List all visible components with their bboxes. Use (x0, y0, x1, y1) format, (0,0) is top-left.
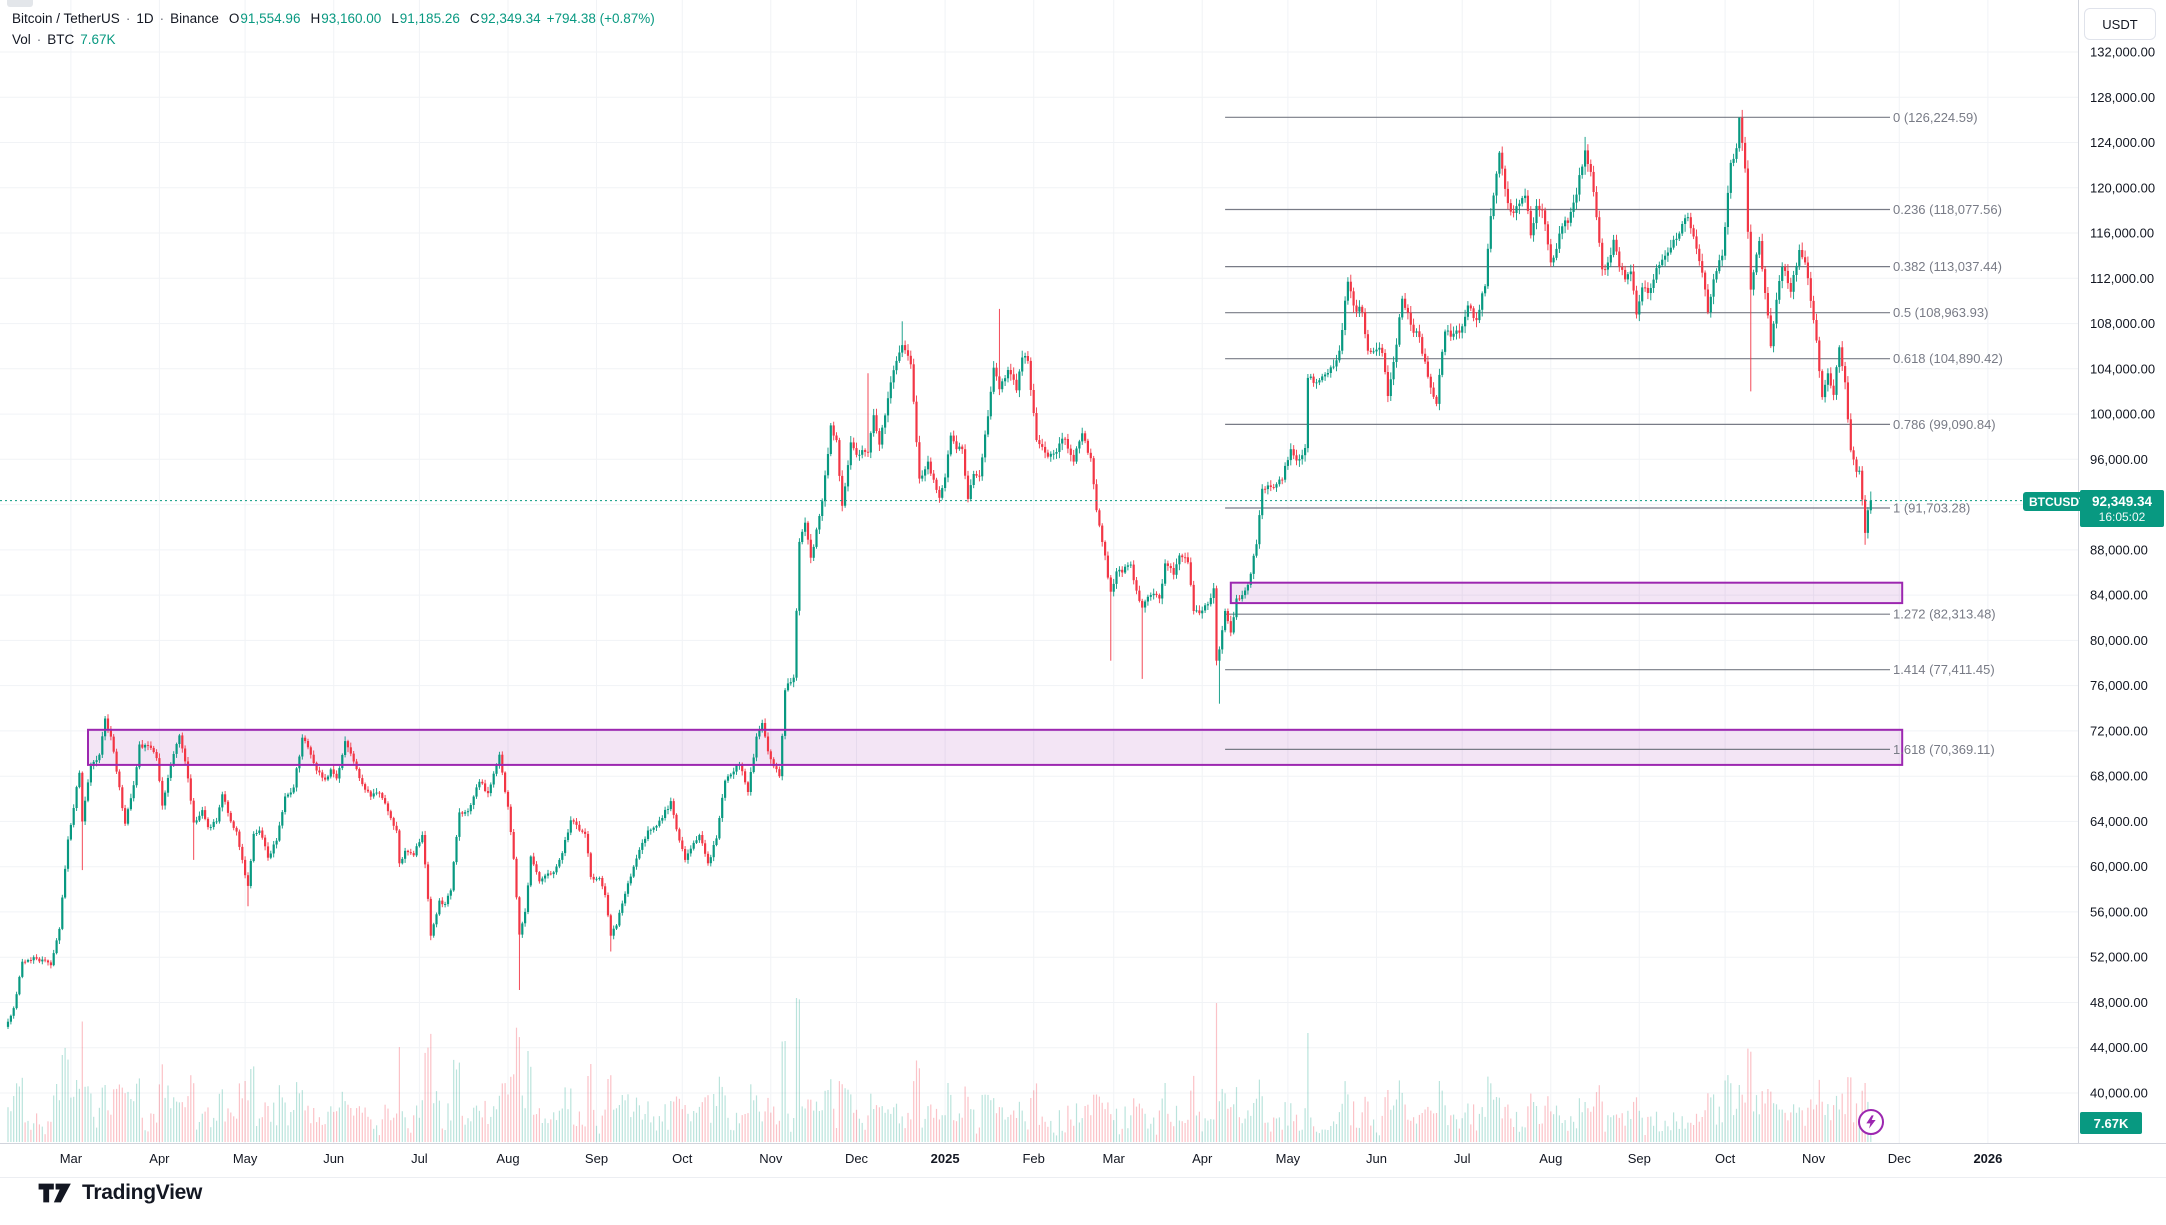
time-tick: Apr (149, 1151, 170, 1166)
fib-label: 0 (126,224.59) (1893, 110, 1978, 125)
price-tick: 128,000.00 (2090, 90, 2155, 105)
time-tick: Dec (1888, 1151, 1912, 1166)
candles-layer (6, 109, 1872, 1029)
fib-label: 1 (91,703.28) (1893, 501, 1970, 516)
fib-label: 0.236 (118,077.56) (1893, 202, 2002, 217)
symbol-row[interactable]: Bitcoin / TetherUS · 1D · Binance O 91,55… (12, 8, 655, 29)
time-tick: Jun (1366, 1151, 1387, 1166)
price-tick: 48,000.00 (2090, 995, 2148, 1010)
separator: · (36, 31, 42, 47)
time-tick: Dec (845, 1151, 869, 1166)
time-tick: Mar (60, 1151, 83, 1166)
last-price-axis-label: 92,349.34 16:05:02 (2080, 490, 2164, 527)
interval-label[interactable]: 1D (136, 10, 154, 26)
fib-label: 1.414 (77,411.45) (1893, 662, 1995, 677)
time-tick: Sep (1628, 1151, 1651, 1166)
time-tick: May (1276, 1151, 1301, 1166)
time-tick: May (233, 1151, 258, 1166)
bar-countdown: 16:05:02 (2098, 510, 2146, 524)
time-tick: Oct (1715, 1151, 1736, 1166)
price-tick: 64,000.00 (2090, 814, 2148, 829)
time-axis-labels[interactable]: Mar Apr May Jun Jul Aug Sep Oct Nov Dec 2025 Feb Mar… (60, 1151, 2003, 1166)
price-tick: 60,000.00 (2090, 859, 2148, 874)
exchange-label: Binance (170, 10, 219, 26)
price-tick: 120,000.00 (2090, 180, 2155, 195)
tradingview-logo-icon (38, 1183, 71, 1203)
vol-title: Vol (12, 31, 31, 47)
time-tick: 2026 (1973, 1151, 2002, 1166)
fib-label: 0.5 (108,963.93) (1893, 305, 1988, 320)
time-tick: Nov (759, 1151, 783, 1166)
vol-asset: BTC (47, 31, 75, 47)
price-tick: 72,000.00 (2090, 723, 2148, 738)
time-tick: Apr (1192, 1151, 1213, 1166)
currency-toggle-button[interactable]: USDT (2084, 8, 2156, 40)
ohlc-high: H 93,160.00 (310, 10, 382, 26)
supply-demand-zones-border[interactable] (87, 581, 1904, 766)
price-tick: 68,000.00 (2090, 769, 2148, 784)
toolbar-chip[interactable] (7, 0, 33, 7)
price-tick: 88,000.00 (2090, 542, 2148, 557)
time-tick: Aug (1539, 1151, 1562, 1166)
price-tick: 52,000.00 (2090, 950, 2148, 965)
tradingview-logo-text: TradingView (82, 1181, 203, 1204)
lightning-icon (1866, 1115, 1876, 1129)
time-tick: Jul (411, 1151, 428, 1166)
time-tick: Nov (1802, 1151, 1826, 1166)
price-tick: 104,000.00 (2090, 361, 2155, 376)
fib-label: 1.272 (82,313.48) (1893, 607, 1996, 622)
time-tick: Jun (323, 1151, 344, 1166)
time-tick: Sep (585, 1151, 608, 1166)
price-tick: 116,000.00 (2090, 226, 2154, 241)
ohlc-open: O 91,554.96 (228, 10, 301, 26)
separator: · (125, 10, 131, 26)
price-tick: 84,000.00 (2090, 588, 2148, 603)
change-label: +794.38 (+0.87%) (546, 10, 655, 26)
ohlc-close: C 92,349.34 (469, 10, 541, 26)
time-tick: Mar (1103, 1151, 1126, 1166)
price-tick: 132,000.00 (2090, 45, 2155, 60)
volume-axis-label: 7.67K (2080, 1112, 2142, 1134)
fib-label: 0.786 (99,090.84) (1893, 417, 1996, 432)
supply-demand-zone-84k (1230, 582, 1903, 604)
fib-retracement-labels: 0 (126,224.59) 0.236 (118,077.56) 0.382 (1… (1893, 110, 2003, 757)
price-tick: 108,000.00 (2090, 316, 2155, 331)
time-tick: 2025 (931, 1151, 960, 1166)
fib-label: 0.382 (113,037.44) (1893, 259, 2002, 274)
last-price-value: 92,349.34 (2091, 494, 2153, 509)
fib-retracement-lines[interactable] (1225, 116, 1890, 751)
fib-label: 0.618 (104,890.42) (1893, 351, 2003, 366)
volume-bars-layer (7, 998, 1872, 1142)
price-tick: 100,000.00 (2090, 407, 2155, 422)
tradingview-attribution[interactable]: TradingView (38, 1181, 202, 1205)
price-tick: 40,000.00 (2090, 1086, 2148, 1101)
ohlc-low: L 91,185.26 (391, 10, 460, 26)
price-axis-labels[interactable]: 132,000.00 128,000.00 124,000.00 120,000.00… (2090, 45, 2155, 1101)
chart-legend: Bitcoin / TetherUS · 1D · Binance O 91,55… (12, 8, 655, 50)
flash-boost-button[interactable] (1858, 1109, 1884, 1135)
last-price-symbol-tag: BTCUSDT (2023, 492, 2093, 511)
price-tick: 112,000.00 (2090, 271, 2154, 286)
price-tick: 124,000.00 (2090, 135, 2155, 150)
time-tick: Feb (1022, 1151, 1044, 1166)
supply-demand-zone-70k (88, 729, 1903, 765)
price-tick: 56,000.00 (2090, 904, 2148, 919)
separator: · (159, 10, 165, 26)
price-tick: 76,000.00 (2090, 678, 2148, 693)
time-tick: Jul (1454, 1151, 1471, 1166)
price-tick: 96,000.00 (2090, 452, 2148, 467)
grid-layer (0, 0, 2078, 1143)
supply-demand-zones-fill[interactable] (88, 582, 1903, 765)
price-tick: 44,000.00 (2090, 1040, 2148, 1055)
volume-row[interactable]: Vol · BTC 7.67K (12, 29, 655, 50)
time-tick: Oct (672, 1151, 693, 1166)
time-tick: Aug (496, 1151, 519, 1166)
vol-value: 7.67K (80, 31, 116, 47)
symbol-title[interactable]: Bitcoin / TetherUS (12, 10, 120, 26)
fib-label: 1.618 (70,369.11) (1893, 742, 1995, 757)
price-tick: 80,000.00 (2090, 633, 2148, 648)
